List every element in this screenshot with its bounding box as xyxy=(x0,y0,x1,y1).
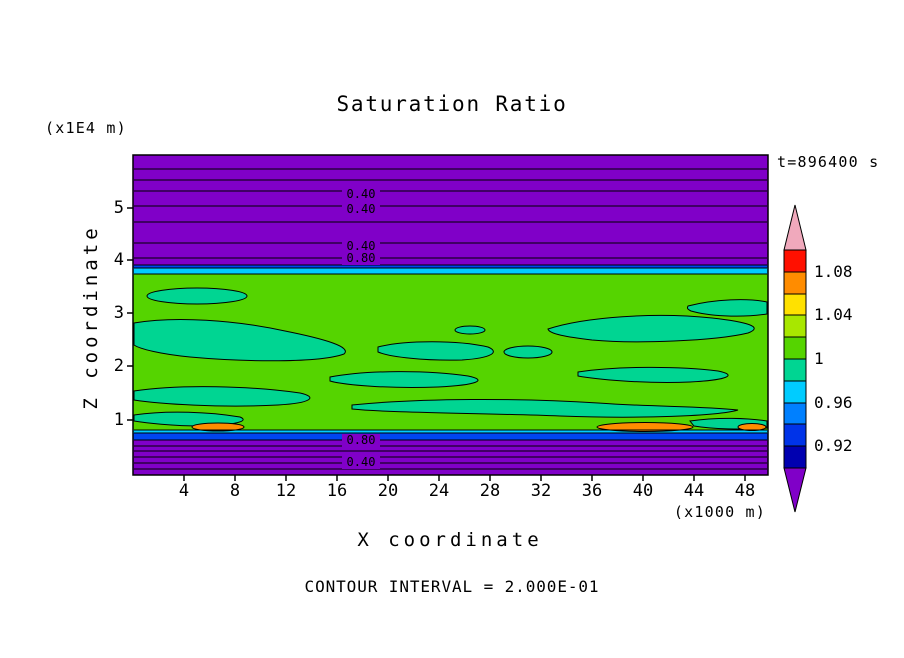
lower-cyan-band xyxy=(133,430,768,433)
time-stamp-label: t=896400 s xyxy=(777,153,879,171)
x-axis-ticks xyxy=(183,475,746,481)
x-axis-unit-label: (x1000 m) xyxy=(674,503,766,521)
teal-patch xyxy=(377,341,494,361)
teal-patches xyxy=(133,287,768,430)
x-tick-label: 32 xyxy=(531,481,551,501)
colorbar-segment xyxy=(783,358,807,382)
colorbar-segment xyxy=(783,445,807,469)
teal-patch xyxy=(547,314,755,343)
contour-label-bg xyxy=(342,187,380,201)
y-axis-title: Z coordinate xyxy=(80,224,102,409)
colorbar-label: 1 xyxy=(814,349,824,368)
contour-label-bg xyxy=(342,252,380,265)
contour-label-bg xyxy=(342,239,380,253)
x-tick-label: 12 xyxy=(276,481,296,501)
colorbar-segment xyxy=(783,249,807,273)
contour-label-bg xyxy=(342,434,380,447)
orange-patch xyxy=(596,422,694,432)
plot-area: 0.40 0.40 0.40 0.80 0.80 0.40 xyxy=(132,154,769,476)
lower-blue-band xyxy=(133,433,768,440)
x-tick-label: 20 xyxy=(378,481,398,501)
teal-patch xyxy=(329,371,479,389)
colorbar-segment xyxy=(783,336,807,360)
upper-blue-band xyxy=(133,265,768,268)
y-tick-label: 4 xyxy=(114,250,124,270)
colorbar-label: 0.96 xyxy=(814,393,853,412)
contour-label-bg xyxy=(342,202,380,216)
teal-patch xyxy=(686,299,768,317)
teal-patch xyxy=(454,325,486,335)
x-tick-label: 40 xyxy=(633,481,653,501)
teal-patch xyxy=(577,366,729,383)
teal-patch xyxy=(133,386,311,407)
teal-patch xyxy=(503,345,553,359)
contour-label: 0.80 xyxy=(347,251,376,265)
colorbar-segment xyxy=(783,314,807,338)
teal-patch xyxy=(146,287,248,305)
upper-cyan-band xyxy=(133,268,768,274)
colorbar: 1.08 1.04 1 0.96 0.92 xyxy=(783,204,853,513)
contour-interval-note: CONTOUR INTERVAL = 2.000E-01 xyxy=(305,577,600,596)
x-tick-label: 28 xyxy=(480,481,500,501)
orange-patch xyxy=(737,423,767,431)
colorbar-segment xyxy=(783,293,807,316)
contour-label: 0.40 xyxy=(347,239,376,253)
contour-label: 0.40 xyxy=(347,202,376,216)
colorbar-segment xyxy=(783,380,807,404)
x-tick-label: 36 xyxy=(582,481,602,501)
colorbar-label: 1.04 xyxy=(814,305,853,324)
contour-value-labels: 0.40 0.40 0.40 0.80 0.80 0.40 xyxy=(342,187,380,469)
contour-label: 0.80 xyxy=(347,433,376,447)
lower-contour-lines xyxy=(134,429,767,470)
contour-label-bg xyxy=(342,456,380,469)
colorbar-segment xyxy=(783,402,807,425)
plot-border xyxy=(132,154,769,476)
x-tick-label: 48 xyxy=(735,481,755,501)
plot-title: Saturation Ratio xyxy=(336,92,567,116)
x-tick-label: 44 xyxy=(684,481,704,501)
x-tick-label: 4 xyxy=(179,481,189,501)
y-tick-label: 5 xyxy=(114,198,124,218)
x-tick-label: 24 xyxy=(429,481,449,501)
contour-label: 0.40 xyxy=(347,187,376,201)
x-tick-labels: 4 8 12 16 20 24 28 32 36 40 44 48 xyxy=(179,481,755,501)
colorbar-bottom-arrow xyxy=(783,467,807,513)
upper-purple-region xyxy=(133,155,768,265)
upper-contour-lines xyxy=(134,168,767,275)
y-tick-label: 2 xyxy=(114,356,124,376)
colorbar-segment xyxy=(783,271,807,295)
y-tick-labels: 5 4 3 2 1 xyxy=(114,198,124,430)
x-tick-label: 16 xyxy=(327,481,347,501)
y-tick-label: 1 xyxy=(114,410,124,430)
x-tick-label: 8 xyxy=(230,481,240,501)
x-axis-title: X coordinate xyxy=(357,529,542,551)
y-axis-unit-label: (x1E4 m) xyxy=(45,119,127,137)
teal-patch xyxy=(351,398,739,418)
orange-patch xyxy=(191,422,245,432)
teal-patch xyxy=(133,319,346,362)
colorbar-label: 0.92 xyxy=(814,436,853,455)
y-axis-ticks xyxy=(127,207,133,421)
colorbar-label: 1.08 xyxy=(814,262,853,281)
y-tick-label: 3 xyxy=(114,303,124,323)
colorbar-top-arrow xyxy=(783,204,807,251)
colorbar-segment xyxy=(783,423,807,447)
contour-label: 0.40 xyxy=(347,455,376,469)
